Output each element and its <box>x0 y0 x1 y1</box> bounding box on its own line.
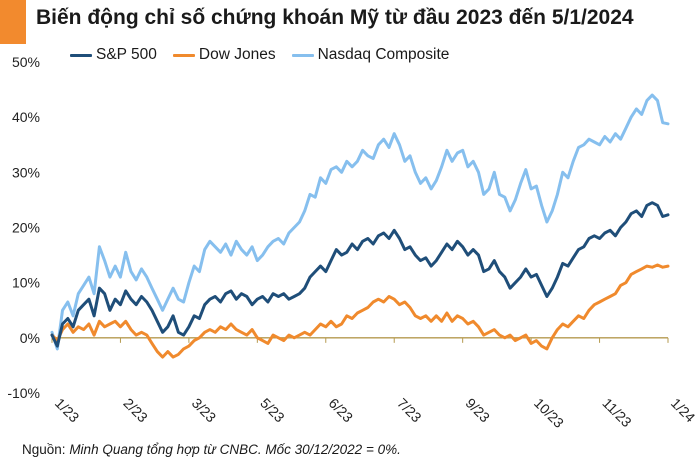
legend-label-nasdaq: Nasdaq Composite <box>317 46 450 63</box>
x-tick-label: 1/24 <box>668 395 699 426</box>
y-tick-label: 10% <box>12 275 40 291</box>
x-tick-label: 1/23 <box>52 395 83 426</box>
y-tick-label: 30% <box>12 164 40 180</box>
y-tick-label: 0% <box>20 330 40 346</box>
source-note: Nguồn: Minh Quang tổng hợp từ CNBC. Mốc … <box>22 442 401 457</box>
x-tick-label: 6/23 <box>326 395 357 426</box>
legend: S&P 500 Dow Jones Nasdaq Composite <box>70 46 465 64</box>
legend-label-sp500: S&P 500 <box>96 46 157 63</box>
y-tick-label: 20% <box>12 220 40 236</box>
series-line-dow-jones <box>50 263 670 359</box>
legend-swatch-sp500 <box>70 53 92 57</box>
chart-title: Biến động chỉ số chứng khoán Mỹ từ đầu 2… <box>36 6 634 29</box>
x-tick-label: 11/23 <box>599 395 635 431</box>
y-tick-label: 50% <box>12 54 40 70</box>
series-line-s-p-500 <box>50 201 670 348</box>
x-tick-label: 10/23 <box>531 395 567 431</box>
x-tick-label: 5/23 <box>257 395 288 426</box>
legend-item-sp500: S&P 500 <box>70 46 157 64</box>
legend-label-dow: Dow Jones <box>198 46 276 63</box>
title-accent-bar <box>0 0 26 44</box>
legend-item-dow: Dow Jones <box>172 46 276 64</box>
y-tick-label: 40% <box>12 109 40 125</box>
legend-item-nasdaq: Nasdaq Composite <box>291 46 450 64</box>
legend-swatch-nasdaq <box>291 53 314 57</box>
legend-swatch-dow <box>172 53 195 57</box>
source-text: Minh Quang tổng hợp từ CNBC. Mốc 30/12/2… <box>69 442 401 457</box>
x-tick-label: 2/23 <box>120 395 151 426</box>
series-line-nasdaq-composite <box>50 93 670 351</box>
source-label: Nguồn: <box>22 442 66 457</box>
y-tick-label: -10% <box>7 385 40 401</box>
x-tick-label: 7/23 <box>394 395 425 426</box>
x-tick-label: 9/23 <box>463 395 494 426</box>
x-tick-label: 3/23 <box>189 395 220 426</box>
